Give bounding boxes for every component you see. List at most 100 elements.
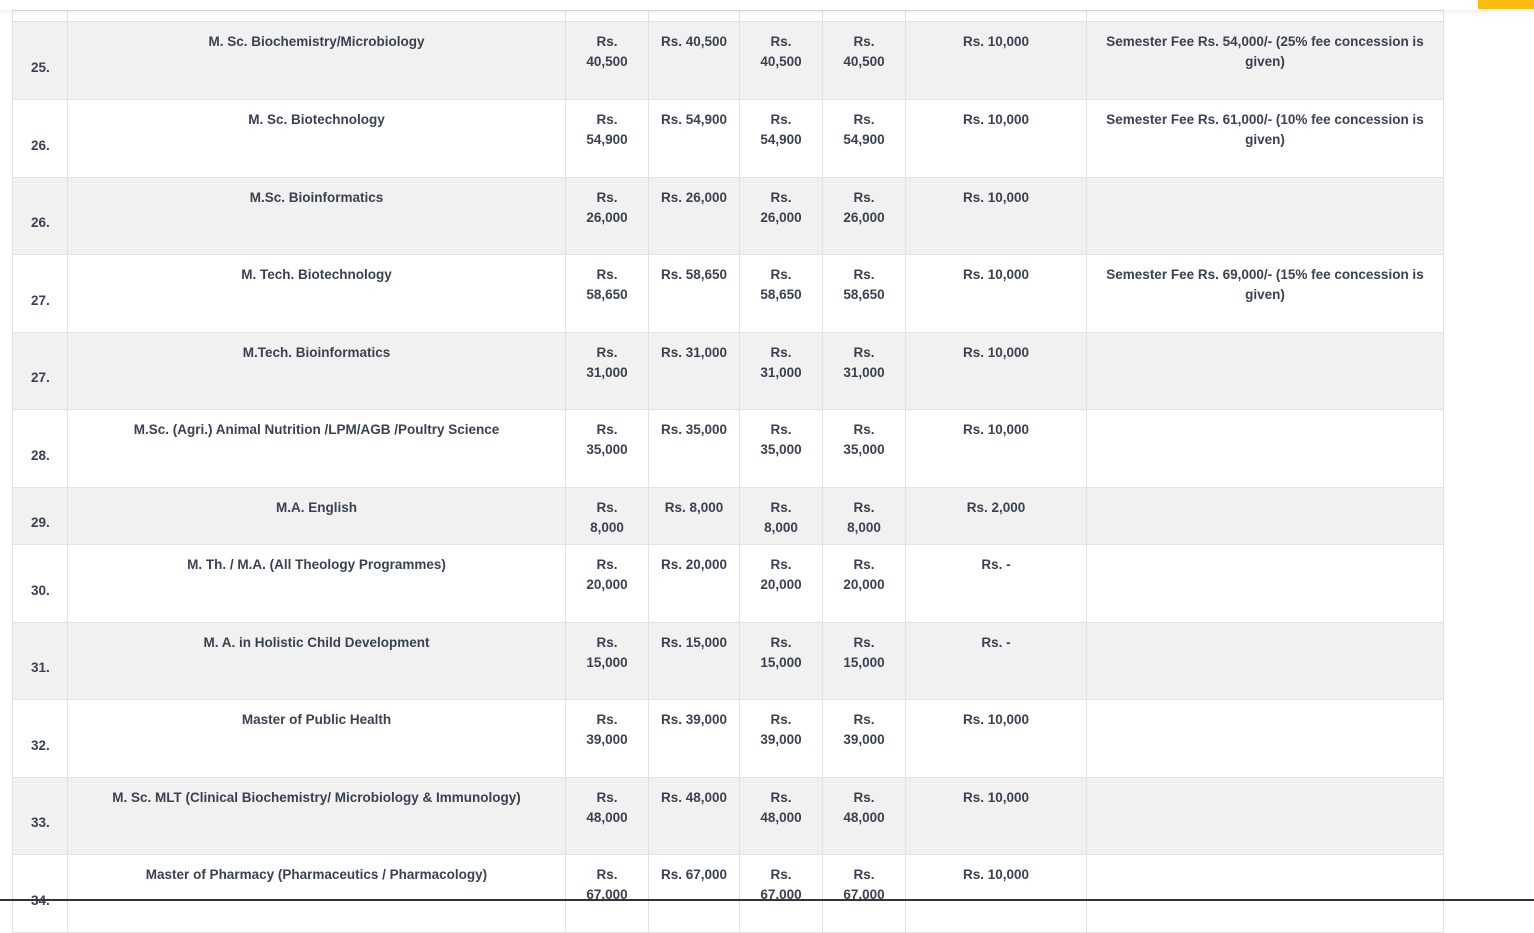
cell-no: 30.	[12, 544, 68, 623]
cell-c4: Rs. 15,000	[822, 622, 906, 700]
table-row-partial	[12, 10, 1444, 22]
table-row: 34.Master of Pharmacy (Pharmaceutics / P…	[12, 854, 1444, 933]
cell-course: M. Th. / M.A. (All Theology Programmes)	[67, 544, 566, 623]
cell-no: 32.	[12, 699, 68, 778]
cell-c2: Rs. 67,000	[648, 854, 740, 933]
cell-c3: Rs. 58,650	[739, 254, 823, 333]
cell-course: M. A. in Holistic Child Development	[67, 622, 566, 700]
cell-c4: Rs. 40,500	[822, 21, 906, 100]
cell-remarks: Semester Fee Rs. 61,000/- (10% fee conce…	[1086, 99, 1444, 178]
table-row: 30. M. Th. / M.A. (All Theology Programme…	[12, 544, 1444, 623]
cell-c1: Rs. 35,000	[565, 409, 649, 488]
table-row: 33. M. Sc. MLT (Clinical Biochemistry/ Mi…	[12, 777, 1444, 855]
cell-course: M.Sc. Bioinformatics	[67, 177, 566, 255]
cell-no: 31.	[12, 622, 68, 700]
cell-no: 25.	[12, 21, 68, 100]
cell-course: M. Tech. Biotechnology	[67, 254, 566, 333]
cell-c2: Rs. 48,000	[648, 777, 740, 855]
cell-no: 28.	[12, 409, 68, 488]
table-row: 32. Master of Public Health Rs. 39,000 Rs. …	[12, 699, 1444, 778]
cell-course: M.Tech. Bioinformatics	[67, 332, 566, 410]
cell-c5: Rs. 10,000	[905, 99, 1087, 178]
cell-c5: Rs. 10,000	[905, 254, 1087, 333]
cell-c4: Rs. 58,650	[822, 254, 906, 333]
cell-c4: Rs. 54,900	[822, 99, 906, 178]
cell-no: 26.	[12, 177, 68, 255]
cell-c1: Rs. 67,000	[565, 854, 649, 933]
cell-c1: Rs. 31,000	[565, 332, 649, 410]
cell-no: 34.	[12, 854, 68, 933]
cell-remarks: Semester Fee Rs. 54,000/- (25% fee conce…	[1086, 21, 1444, 100]
cell-c3: Rs. 48,000	[739, 777, 823, 855]
cell-course: M.Sc. (Agri.) Animal Nutrition /LPM/AGB …	[67, 409, 566, 488]
cell-c3: Rs. 54,900	[739, 99, 823, 178]
cell-no: 33.	[12, 777, 68, 855]
table-row: 26. M. Sc. Biotechnology Rs. 54,900 Rs. 54,…	[12, 99, 1444, 178]
cell-c5: Rs. -	[905, 622, 1087, 700]
cell-remarks	[1086, 699, 1444, 778]
cell-c3: Rs. 15,000	[739, 622, 823, 700]
cell-c3: Rs. 39,000	[739, 699, 823, 778]
cell-c4: Rs. 8,000	[822, 487, 906, 545]
table-row: 26. M.Sc. Bioinformatics Rs. 26,000 Rs. 26,…	[12, 177, 1444, 255]
table-row: 31. M. A. in Holistic Child Development Rs…	[12, 622, 1444, 700]
cell-c4: Rs. 67,000	[822, 854, 906, 933]
cell-course: Master of Public Health	[67, 699, 566, 778]
fee-table: 25. M. Sc. Biochemistry/Microbiology Rs. 4…	[12, 10, 1444, 933]
cell-c2: Rs. 35,000	[648, 409, 740, 488]
cell-c5: Rs. 10,000	[905, 777, 1087, 855]
cell-c5: Rs. 2,000	[905, 487, 1087, 545]
cell-c2: Rs. 31,000	[648, 332, 740, 410]
table-row: 28. M.Sc. (Agri.) Animal Nutrition /LPM/A…	[12, 409, 1444, 488]
cell-remarks	[1086, 332, 1444, 410]
cell-remarks	[1086, 854, 1444, 933]
cell-c1: Rs. 8,000	[565, 487, 649, 545]
cell-remarks	[1086, 487, 1444, 545]
cell-no: 27.	[12, 254, 68, 333]
cell-course: M. Sc. MLT (Clinical Biochemistry/ Micro…	[67, 777, 566, 855]
table-row: 29. M.A. English Rs. 8,000 Rs. 8,000 Rs. 8,0…	[12, 487, 1444, 545]
cell-c2: Rs. 8,000	[648, 487, 740, 545]
cell-c2: Rs. 39,000	[648, 699, 740, 778]
cell-c3: Rs. 67,000	[739, 854, 823, 933]
cell-remarks	[1086, 544, 1444, 623]
cell-no: 26.	[12, 99, 68, 178]
cell-c3: Rs. 40,500	[739, 21, 823, 100]
cell-c1: Rs. 58,650	[565, 254, 649, 333]
cell-c4: Rs. 31,000	[822, 332, 906, 410]
cell-c5: Rs. 10,000	[905, 177, 1087, 255]
cell-c2: Rs. 26,000	[648, 177, 740, 255]
cell-remarks	[1086, 622, 1444, 700]
cell-c4: Rs. 39,000	[822, 699, 906, 778]
top-header-bar	[0, 0, 1534, 10]
cell-c3: Rs. 26,000	[739, 177, 823, 255]
table-row: 27. M.Tech. Bioinformatics Rs. 31,000 Rs. 3…	[12, 332, 1444, 410]
cell-c5: Rs. 10,000	[905, 21, 1087, 100]
cell-c1: Rs. 39,000	[565, 699, 649, 778]
cell-course: M.A. English	[67, 487, 566, 545]
cell-c1: Rs. 40,500	[565, 21, 649, 100]
cell-c1: Rs. 48,000	[565, 777, 649, 855]
cell-c2: Rs. 58,650	[648, 254, 740, 333]
header-action-button[interactable]	[1478, 0, 1534, 9]
table-row: 25. M. Sc. Biochemistry/Microbiology Rs. 4…	[12, 21, 1444, 100]
cell-remarks	[1086, 177, 1444, 255]
cell-c5: Rs. 10,000	[905, 699, 1087, 778]
cell-c5: Rs. 10,000	[905, 409, 1087, 488]
cell-remarks	[1086, 409, 1444, 488]
cell-c3: Rs. 35,000	[739, 409, 823, 488]
cell-c4: Rs. 20,000	[822, 544, 906, 623]
cell-c5: Rs. 10,000	[905, 854, 1087, 933]
cell-c4: Rs. 26,000	[822, 177, 906, 255]
cell-c2: Rs. 15,000	[648, 622, 740, 700]
cell-c1: Rs. 26,000	[565, 177, 649, 255]
cell-c3: Rs. 20,000	[739, 544, 823, 623]
cell-c5: Rs. -	[905, 544, 1087, 623]
cell-course: M. Sc. Biotechnology	[67, 99, 566, 178]
cell-remarks	[1086, 777, 1444, 855]
cell-c3: Rs. 8,000	[739, 487, 823, 545]
cell-c5: Rs. 10,000	[905, 332, 1087, 410]
cell-no: 29.	[12, 487, 68, 545]
cell-c1: Rs. 15,000	[565, 622, 649, 700]
cell-c2: Rs. 40,500	[648, 21, 740, 100]
